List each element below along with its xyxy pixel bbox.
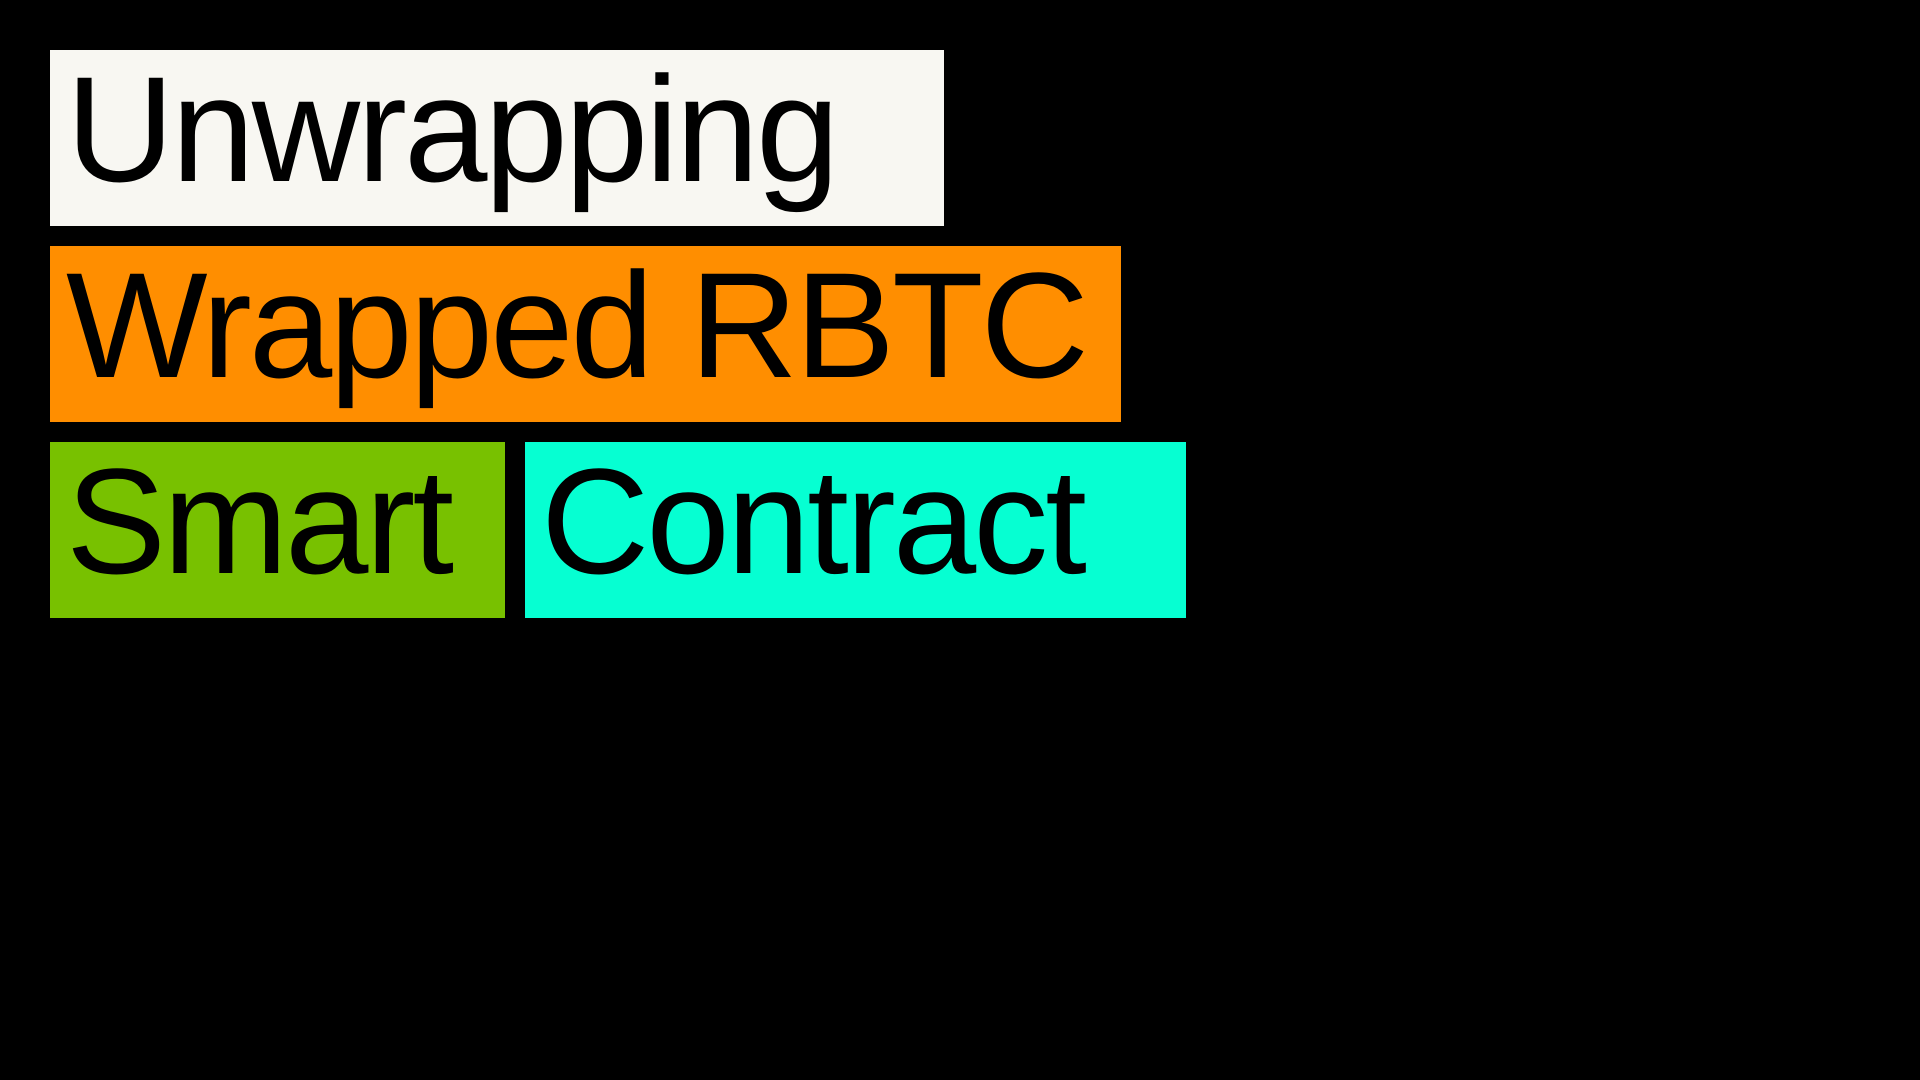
title-word-unwrapping: Unwrapping: [66, 50, 839, 213]
title-word-contract: Contract: [541, 442, 1087, 605]
title-block-wrapped-rbtc: Wrapped RBTC: [50, 246, 1121, 422]
title-block-smart: Smart: [50, 442, 505, 618]
title-block-unwrapping: Unwrapping: [50, 50, 944, 226]
title-word-wrapped-rbtc: Wrapped RBTC: [66, 246, 1089, 409]
title-block-contract: Contract: [525, 442, 1186, 618]
title-word-smart: Smart: [66, 442, 454, 605]
